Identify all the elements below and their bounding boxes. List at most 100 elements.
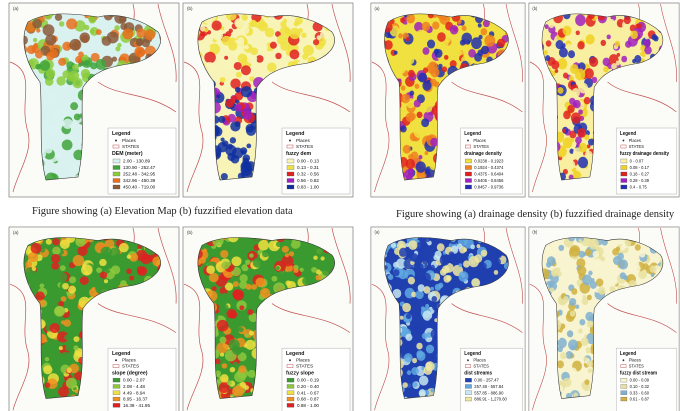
raster-cell	[240, 25, 250, 35]
raster-cell	[117, 42, 122, 48]
raster-cell	[227, 143, 233, 150]
raster-cell	[557, 58, 568, 70]
raster-cell	[95, 282, 107, 294]
raster-cell	[66, 237, 76, 243]
legend-class-label: 0.28 - 0.39	[630, 178, 650, 183]
raster-cell	[229, 310, 238, 319]
raster-cell	[208, 272, 219, 283]
raster-cell	[562, 309, 567, 315]
raster-cell	[228, 41, 238, 51]
raster-cell	[578, 82, 589, 94]
raster-cell	[480, 28, 488, 36]
raster-cell	[31, 266, 37, 271]
legend-swatch	[286, 158, 295, 164]
raster-cell	[420, 306, 425, 311]
legend-swatch	[286, 184, 295, 190]
raster-cell	[238, 365, 247, 374]
raster-cell	[407, 374, 413, 381]
raster-cell	[74, 140, 83, 149]
legend-layer-name: dist streams	[464, 370, 492, 376]
legend-swatch	[112, 178, 121, 183]
panel-letter: (a)	[375, 230, 381, 235]
raster-cell	[299, 267, 304, 272]
raster-cell	[557, 346, 563, 353]
raster-cell	[400, 85, 406, 91]
raster-cell	[69, 38, 82, 51]
raster-cell	[593, 258, 602, 267]
raster-cell	[575, 30, 580, 36]
legend-swatch	[620, 390, 628, 395]
raster-cell	[583, 96, 591, 105]
raster-cell	[258, 240, 269, 251]
state-boundary	[371, 227, 523, 411]
legend-class-label: 0.00 - 0.09	[630, 378, 650, 383]
states-symbol	[112, 144, 120, 149]
raster-cell	[68, 70, 80, 81]
states-symbol	[620, 364, 627, 368]
raster-cell	[398, 65, 406, 74]
raster-cell	[74, 389, 79, 394]
legend-class-label: 0.83 - 1.00	[297, 185, 319, 190]
raster-cell	[393, 50, 398, 55]
raster-cell	[55, 154, 64, 162]
raster-cell	[216, 342, 228, 354]
raster-cell	[99, 258, 107, 267]
raster-cell	[44, 382, 51, 388]
raster-cell	[32, 18, 42, 29]
legend-swatch	[112, 378, 121, 383]
raster-cell	[69, 276, 77, 284]
legend-class-label: 0.61 - 0.87	[630, 396, 650, 401]
raster-cell	[233, 61, 242, 71]
raster-cell	[206, 265, 215, 274]
raster-cell	[617, 252, 624, 261]
raster-cell	[478, 34, 483, 40]
raster-cell	[577, 128, 586, 138]
legend-places: Places	[122, 358, 137, 363]
raster-cell	[551, 60, 560, 70]
raster-cell	[425, 361, 435, 372]
raster-cell	[481, 45, 489, 55]
raster-cell	[234, 348, 242, 355]
raster-cell	[563, 13, 571, 20]
raster-cell	[43, 274, 53, 284]
raster-cell	[301, 32, 307, 38]
raster-cell	[408, 167, 414, 174]
raster-cell	[418, 154, 423, 160]
legend-class-label: 2.00 - 130.89	[123, 159, 151, 164]
raster-cell	[468, 49, 476, 58]
raster-cell	[614, 40, 621, 47]
raster-cell	[427, 13, 434, 19]
raster-cell	[303, 44, 314, 56]
raster-cell	[245, 259, 251, 265]
legend-swatch	[286, 390, 295, 395]
legend-swatch	[620, 171, 628, 177]
legend-class-label: 450.40 - 719.00	[123, 185, 156, 190]
caption: Figure showing (a) Elevation Map (b) fuz…	[32, 206, 293, 217]
raster-cell	[585, 347, 592, 354]
legend-places: Places	[122, 138, 136, 143]
raster-cell	[63, 319, 72, 327]
raster-cell	[115, 46, 121, 52]
raster-cell	[52, 133, 58, 138]
raster-cell	[612, 279, 618, 285]
raster-cell	[56, 76, 66, 86]
raster-cell	[275, 241, 282, 248]
raster-cell	[231, 256, 242, 267]
raster-cell	[587, 13, 595, 20]
raster-cell	[578, 239, 583, 244]
legend-title: Legend	[464, 351, 481, 357]
raster-cell	[393, 269, 400, 277]
raster-cell	[471, 37, 482, 50]
raster-cell	[286, 271, 293, 278]
raster-cell	[72, 254, 85, 267]
raster-cell	[239, 274, 248, 283]
raster-cell	[634, 244, 641, 251]
raster-cell	[418, 389, 426, 397]
raster-cell	[411, 291, 417, 298]
raster-cell	[225, 13, 237, 21]
raster-cell	[644, 35, 649, 40]
legend-title: Legend	[112, 351, 130, 357]
raster-cell	[227, 237, 239, 243]
